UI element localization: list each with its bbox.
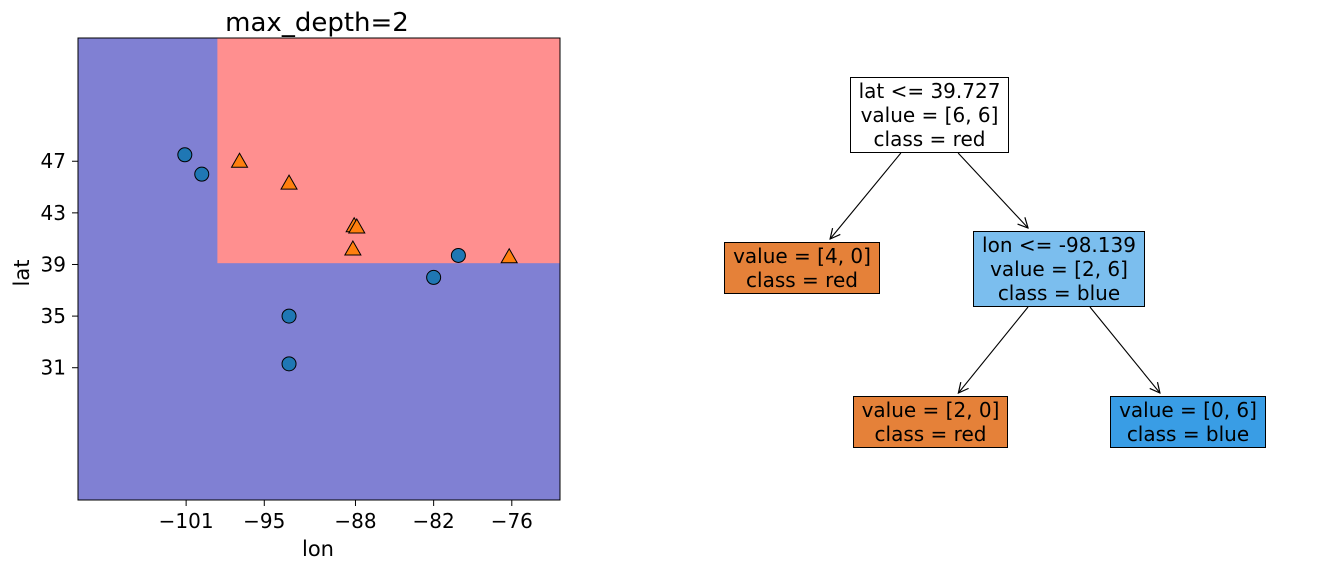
region-red <box>217 38 560 264</box>
point-circle <box>281 356 297 372</box>
tree-node-right-right-leaf: value = [0, 6] class = blue <box>1110 396 1266 448</box>
node-text: value = [0, 6] <box>1119 398 1257 422</box>
y-axis-label: lat <box>10 260 34 287</box>
node-text: class = blue <box>1126 422 1250 446</box>
tree-edge <box>957 152 1028 228</box>
point-triangle <box>347 218 366 234</box>
node-text: class = blue <box>997 281 1121 305</box>
node-text: value = [6, 6] <box>860 103 999 127</box>
y-tick-label: 43 <box>41 201 66 225</box>
node-text: value = [4, 0] <box>733 244 871 268</box>
point-circle <box>281 308 297 324</box>
point-circle <box>177 147 193 163</box>
tree-node-left-leaf: value = [4, 0] class = red <box>724 242 880 294</box>
point-circle <box>450 247 466 263</box>
tree-node-right-left-leaf: value = [2, 0] class = red <box>853 396 1008 448</box>
x-axis-ticks: −101 −95 −88 −82 −76 <box>159 500 533 533</box>
point-triangle <box>280 174 298 190</box>
x-tick-label: −82 <box>413 509 455 533</box>
point-circle <box>194 166 210 182</box>
node-text: value = [2, 0] <box>861 398 1000 422</box>
data-points <box>177 147 519 372</box>
y-axis-ticks: 31 35 39 43 47 <box>41 149 78 380</box>
x-tick-label: −95 <box>243 509 285 533</box>
y-tick-label: 39 <box>41 252 66 276</box>
decision-regions <box>78 38 560 500</box>
x-tick-label: −101 <box>159 509 214 533</box>
node-text: class = red <box>873 127 986 151</box>
node-text: class = red <box>746 268 858 292</box>
point-circle <box>426 269 442 285</box>
x-tick-label: −76 <box>491 509 533 533</box>
x-axis-label: lon <box>302 537 334 561</box>
tree-node-root: lat <= 39.727 value = [6, 6] class = red <box>850 77 1009 153</box>
tree-node-right-split: lon <= -98.139 value = [2, 6] class = bl… <box>973 231 1145 307</box>
tree-edge <box>1089 306 1160 393</box>
y-tick-label: 47 <box>41 149 66 173</box>
tree-edge <box>958 306 1029 393</box>
node-text: class = red <box>874 422 987 446</box>
plot-title: max_depth=2 <box>225 8 409 38</box>
node-text: lon <= -98.139 <box>982 233 1136 257</box>
plot-frame <box>77 37 561 501</box>
x-tick-label: −88 <box>334 509 376 533</box>
point-triangle <box>344 239 362 256</box>
point-triangle <box>230 152 249 168</box>
y-tick-label: 35 <box>41 304 66 328</box>
tree-edge <box>830 152 902 239</box>
node-text: lat <= 39.727 <box>858 79 1001 103</box>
point-triangle <box>500 247 519 264</box>
y-tick-label: 31 <box>41 356 66 380</box>
node-text: value = [2, 6] <box>990 257 1128 281</box>
tree-edges <box>830 152 1160 393</box>
